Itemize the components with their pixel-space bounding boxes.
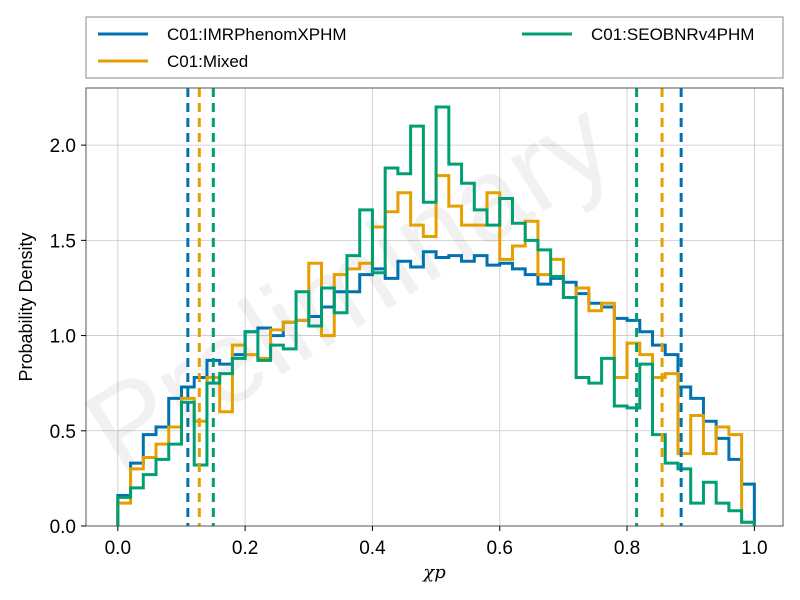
legend: C01:IMRPhenomXPHM C01:Mixed C01:SEOBNRv4PH… [85,16,784,79]
x-tick-label-1: 0.2 [232,538,258,559]
y-tick-label-3: 1.5 [50,231,76,252]
y-axis-label: Probability Density [16,232,36,381]
histogram-series-2 [116,105,756,526]
x-tick-label-4: 0.8 [614,538,640,559]
legend-label-2: C01:SEOBNRv4PHM [591,25,754,44]
series-layer [116,105,756,526]
y-tick-label-4: 2.0 [50,136,76,157]
x-axis-ticks: 0.0 0.2 0.4 0.6 0.8 1.0 [105,526,768,559]
plot-frame [85,87,784,527]
x-tick-label-2: 0.4 [359,538,386,559]
x-tick-label-5: 1.0 [741,538,767,559]
y-tick-label-1: 0.5 [50,422,76,443]
histogram-series-0 [116,250,756,526]
histogram-series-1 [116,174,756,526]
grid-lines [86,88,783,527]
legend-box [85,16,784,79]
credible-interval-lines [186,88,683,526]
y-axis-ticks: 0.0 0.5 1.0 1.5 2.0 [50,136,86,538]
legend-label-0: C01:IMRPhenomXPHM [167,25,347,44]
legend-label-1: C01:Mixed [167,52,248,71]
y-tick-label-0: 0.0 [50,517,76,538]
x-tick-label-0: 0.0 [105,538,131,559]
x-axis-label: χp [421,562,446,583]
y-tick-label-2: 1.0 [50,327,76,348]
x-tick-label-3: 0.6 [487,538,513,559]
